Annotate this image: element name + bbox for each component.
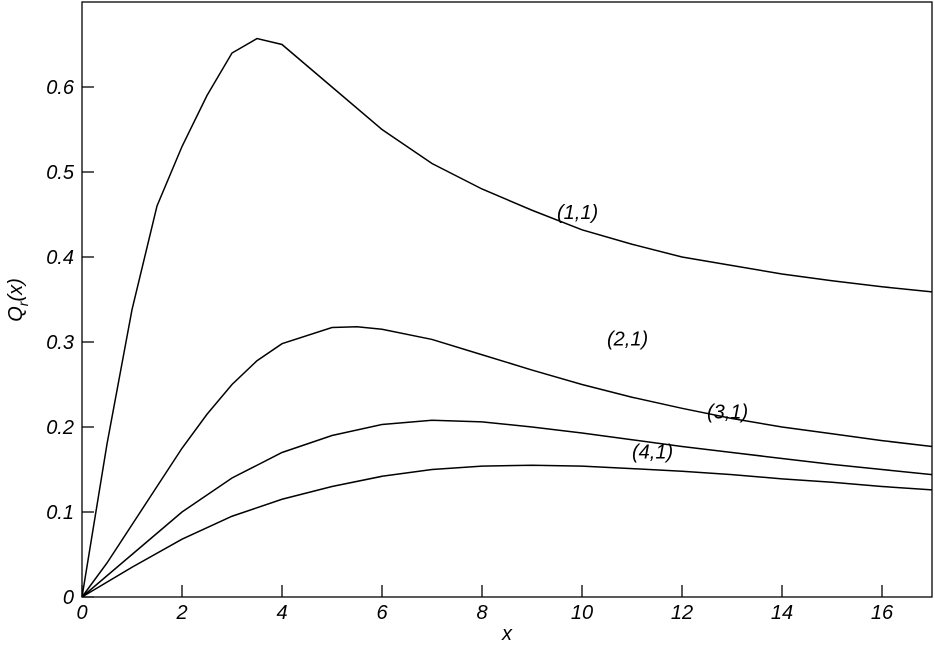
x-tick-label: 14	[771, 602, 793, 624]
y-axis-label: Qr(x)	[5, 278, 31, 322]
y-tick-label: 0.4	[46, 247, 74, 269]
x-tick-label: 12	[671, 602, 693, 624]
x-tick-label: 0	[76, 602, 87, 624]
x-tick-label: 4	[276, 602, 287, 624]
y-tick-label: 0.2	[46, 417, 74, 439]
y-label-main: Q	[5, 306, 27, 322]
curve	[81, 464, 933, 598]
y-label-rest: (x)	[5, 278, 27, 301]
y-tick-label: 0.3	[46, 332, 74, 354]
x-tick-label: 2	[175, 602, 187, 624]
y-tick-label: 0	[63, 587, 74, 609]
x-tick-label: 8	[476, 602, 487, 624]
x-tick-label: 6	[376, 602, 388, 624]
y-tick-label: 0.6	[46, 77, 75, 99]
curve	[81, 325, 933, 598]
x-tick-label: 16	[871, 602, 894, 624]
curve-label: (3,1)	[707, 402, 748, 424]
curve	[81, 37, 933, 598]
plot-frame	[81, 1, 933, 598]
y-label-sub: r	[15, 300, 31, 306]
y-tick-label: 0.1	[46, 502, 74, 524]
y-tick-label: 0.5	[46, 162, 75, 184]
curve	[81, 419, 933, 598]
curve-label: (4,1)	[632, 441, 673, 463]
x-tick-label: 10	[571, 602, 593, 624]
x-axis-label: x	[501, 623, 513, 645]
curve-label: (1,1)	[557, 202, 598, 224]
curve-label: (2,1)	[607, 328, 648, 350]
